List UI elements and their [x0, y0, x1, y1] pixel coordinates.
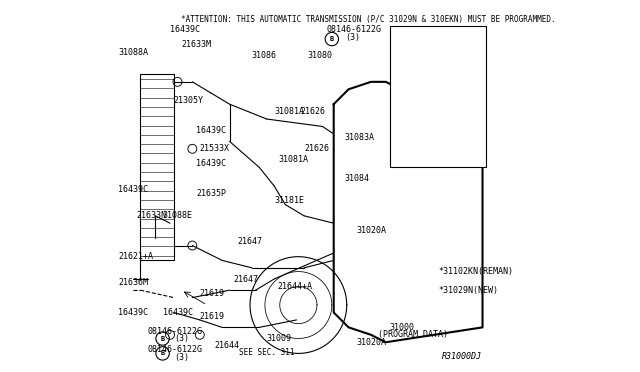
Bar — [390, 26, 486, 167]
Text: 21644: 21644 — [214, 341, 239, 350]
Text: 31096Z: 31096Z — [442, 152, 472, 161]
Text: 16439C: 16439C — [196, 126, 226, 135]
Text: 21626: 21626 — [304, 144, 329, 153]
Text: 21626: 21626 — [300, 107, 325, 116]
Text: 31020A: 31020A — [356, 226, 386, 235]
Text: 31000: 31000 — [390, 323, 415, 332]
Text: (3): (3) — [345, 33, 360, 42]
Text: 31083A: 31083A — [345, 133, 375, 142]
Text: 16439C: 16439C — [170, 25, 200, 34]
Text: 31069: 31069 — [408, 152, 433, 161]
Text: 21619: 21619 — [200, 289, 225, 298]
Text: 21636M: 21636M — [118, 278, 148, 287]
Text: 31020A: 31020A — [356, 338, 386, 347]
Text: *ATTENTION: THIS AUTOMATIC TRANSMISSION (P/C 31029N & 310EKN) MUST BE PROGRAMMED: *ATTENTION: THIS AUTOMATIC TRANSMISSION … — [181, 15, 556, 24]
Text: 31181E: 31181E — [274, 196, 304, 205]
Text: B: B — [330, 36, 334, 42]
Text: R31000DJ: R31000DJ — [442, 352, 481, 361]
Text: 16439C: 16439C — [118, 308, 148, 317]
Text: 08146-6122G: 08146-6122G — [326, 25, 381, 34]
Text: *31029N(NEW): *31029N(NEW) — [438, 286, 498, 295]
Text: (3): (3) — [173, 353, 189, 362]
Text: (3): (3) — [173, 334, 189, 343]
Text: 21305Y: 21305Y — [173, 96, 204, 105]
Text: 31084: 31084 — [345, 174, 370, 183]
Bar — [140, 74, 173, 260]
Text: 21619: 21619 — [200, 312, 225, 321]
Text: 31086: 31086 — [252, 51, 277, 60]
Text: 16439C: 16439C — [163, 308, 193, 317]
Text: SEE SEC. 311: SEE SEC. 311 — [239, 348, 294, 357]
Text: 21533X: 21533X — [200, 144, 230, 153]
Text: B: B — [161, 336, 164, 341]
Text: *31102KN(REMAN): *31102KN(REMAN) — [438, 267, 513, 276]
Text: B: B — [161, 350, 164, 356]
Text: 21633M: 21633M — [181, 40, 211, 49]
Text: 16439C: 16439C — [118, 185, 148, 194]
Text: 31088A: 31088A — [118, 48, 148, 57]
Text: 31081A: 31081A — [278, 155, 308, 164]
Text: (PROGRAM DATA): (PROGRAM DATA) — [378, 330, 449, 339]
Text: 31082E: 31082E — [431, 51, 460, 60]
Text: 31081A: 31081A — [274, 107, 304, 116]
Text: 21635P: 21635P — [196, 189, 226, 198]
Text: 31082U: 31082U — [390, 48, 419, 57]
Text: 31009: 31009 — [267, 334, 292, 343]
Text: 31080: 31080 — [308, 51, 333, 60]
Text: 21621+A: 21621+A — [118, 252, 153, 261]
Text: 31088E: 31088E — [163, 211, 193, 220]
Text: 21633N: 21633N — [136, 211, 166, 220]
Text: 21647: 21647 — [237, 237, 262, 246]
Text: 16439C: 16439C — [196, 159, 226, 168]
Text: 08146-6122G: 08146-6122G — [148, 345, 203, 354]
Text: 21644+A: 21644+A — [278, 282, 313, 291]
Text: 08146-6122G: 08146-6122G — [148, 327, 203, 336]
Text: 31082E: 31082E — [408, 89, 438, 97]
Text: 21647: 21647 — [233, 275, 259, 283]
